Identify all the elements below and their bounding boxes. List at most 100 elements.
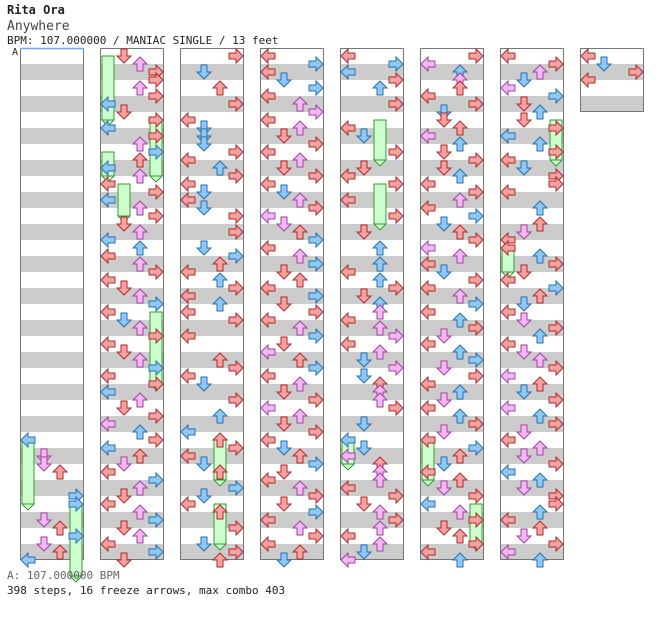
- arrow-icon: [468, 95, 484, 113]
- beat-stripe: [180, 544, 244, 560]
- beat-stripe: [100, 448, 164, 464]
- arrow-icon: [340, 167, 356, 185]
- arrow-icon: [260, 511, 276, 529]
- arrow-icon: [275, 440, 293, 456]
- arrow-icon: [388, 71, 404, 89]
- arrow-icon: [531, 200, 549, 216]
- beat-stripe: [340, 192, 404, 208]
- beat-stripe: [180, 256, 244, 272]
- arrow-icon: [388, 359, 404, 377]
- arrow-icon: [100, 335, 116, 353]
- arrow-icon: [468, 439, 484, 457]
- arrow-icon: [435, 144, 453, 160]
- arrow-icon: [451, 472, 469, 488]
- arrow-icon: [115, 520, 133, 536]
- arrow-icon: [531, 216, 549, 232]
- arrow-icon: [500, 151, 516, 169]
- arrow-icon: [435, 112, 453, 128]
- arrow-icon: [100, 247, 116, 265]
- beat-stripe: [100, 128, 164, 144]
- arrow-icon: [500, 335, 516, 353]
- beat-stripe: [500, 160, 564, 176]
- arrow-icon: [195, 200, 213, 216]
- freeze-tail-icon: [340, 463, 356, 471]
- arrow-icon: [180, 495, 196, 513]
- arrow-icon: [435, 392, 453, 408]
- freeze-tail-icon: [212, 543, 228, 551]
- artist-name: Rita Ora: [7, 3, 65, 17]
- beat-stripe: [180, 416, 244, 432]
- freeze-tail-icon: [20, 503, 36, 511]
- beat-stripe: [420, 160, 484, 176]
- arrow-icon: [180, 327, 196, 345]
- arrow-icon: [500, 367, 516, 385]
- arrow-icon: [435, 456, 453, 472]
- arrow-icon: [131, 424, 149, 440]
- arrow-icon: [355, 160, 373, 176]
- beat-stripe: [500, 288, 564, 304]
- arrow-icon: [355, 416, 373, 432]
- beat-stripe: [180, 128, 244, 144]
- arrow-icon: [371, 392, 389, 408]
- arrow-icon: [180, 151, 196, 169]
- arrow-icon: [35, 512, 53, 528]
- arrow-icon: [100, 175, 116, 193]
- arrow-icon: [371, 304, 389, 320]
- arrow-icon: [515, 96, 533, 112]
- beat-stripe: [340, 480, 404, 496]
- arrow-icon: [451, 448, 469, 464]
- arrow-icon: [468, 271, 484, 289]
- beat-stripe: [180, 352, 244, 368]
- beat-stripe: [580, 96, 644, 112]
- arrow-icon: [468, 351, 484, 369]
- arrow-icon: [260, 367, 276, 385]
- arrow-icon: [468, 47, 484, 65]
- arrow-icon: [228, 207, 244, 225]
- freeze-tail-icon: [548, 159, 564, 167]
- arrow-icon: [371, 472, 389, 488]
- arrow-icon: [420, 431, 436, 449]
- arrow-icon: [275, 496, 293, 512]
- freeze-tail-icon: [372, 159, 388, 167]
- arrow-icon: [308, 423, 324, 441]
- beat-stripe: [500, 320, 564, 336]
- arrow-icon: [531, 552, 549, 568]
- arrow-icon: [148, 111, 164, 129]
- beat-stripe: [500, 64, 564, 80]
- beat-stripe: [20, 544, 84, 560]
- arrow-icon: [308, 231, 324, 249]
- arrow-icon: [371, 344, 389, 360]
- arrow-icon: [371, 80, 389, 96]
- beat-stripe: [340, 224, 404, 240]
- beat-stripe: [340, 512, 404, 528]
- arrow-icon: [435, 520, 453, 536]
- arrow-icon: [355, 128, 373, 144]
- beat-stripe: [100, 288, 164, 304]
- beat-stripe: [180, 448, 244, 464]
- arrow-icon: [500, 79, 516, 97]
- arrow-icon: [131, 504, 149, 520]
- arrow-icon: [260, 311, 276, 329]
- beat-stripe: [20, 288, 84, 304]
- arrow-icon: [260, 175, 276, 193]
- arrow-icon: [291, 544, 309, 560]
- arrow-icon: [100, 535, 116, 553]
- arrow-icon: [548, 495, 564, 513]
- arrow-icon: [115, 400, 133, 416]
- arrow-icon: [228, 391, 244, 409]
- arrow-icon: [435, 360, 453, 376]
- arrow-icon: [211, 272, 229, 288]
- arrow-icon: [515, 224, 533, 240]
- arrow-icon: [435, 480, 453, 496]
- arrow-icon: [195, 456, 213, 472]
- arrow-icon: [451, 384, 469, 400]
- beat-stripe: [340, 256, 404, 272]
- beat-stripe: [500, 192, 564, 208]
- beat-stripe: [260, 352, 324, 368]
- arrow-icon: [291, 192, 309, 208]
- arrow-icon: [595, 56, 613, 72]
- arrow-icon: [228, 223, 244, 241]
- arrow-icon: [531, 520, 549, 536]
- beat-stripe: [500, 384, 564, 400]
- arrow-icon: [500, 511, 516, 529]
